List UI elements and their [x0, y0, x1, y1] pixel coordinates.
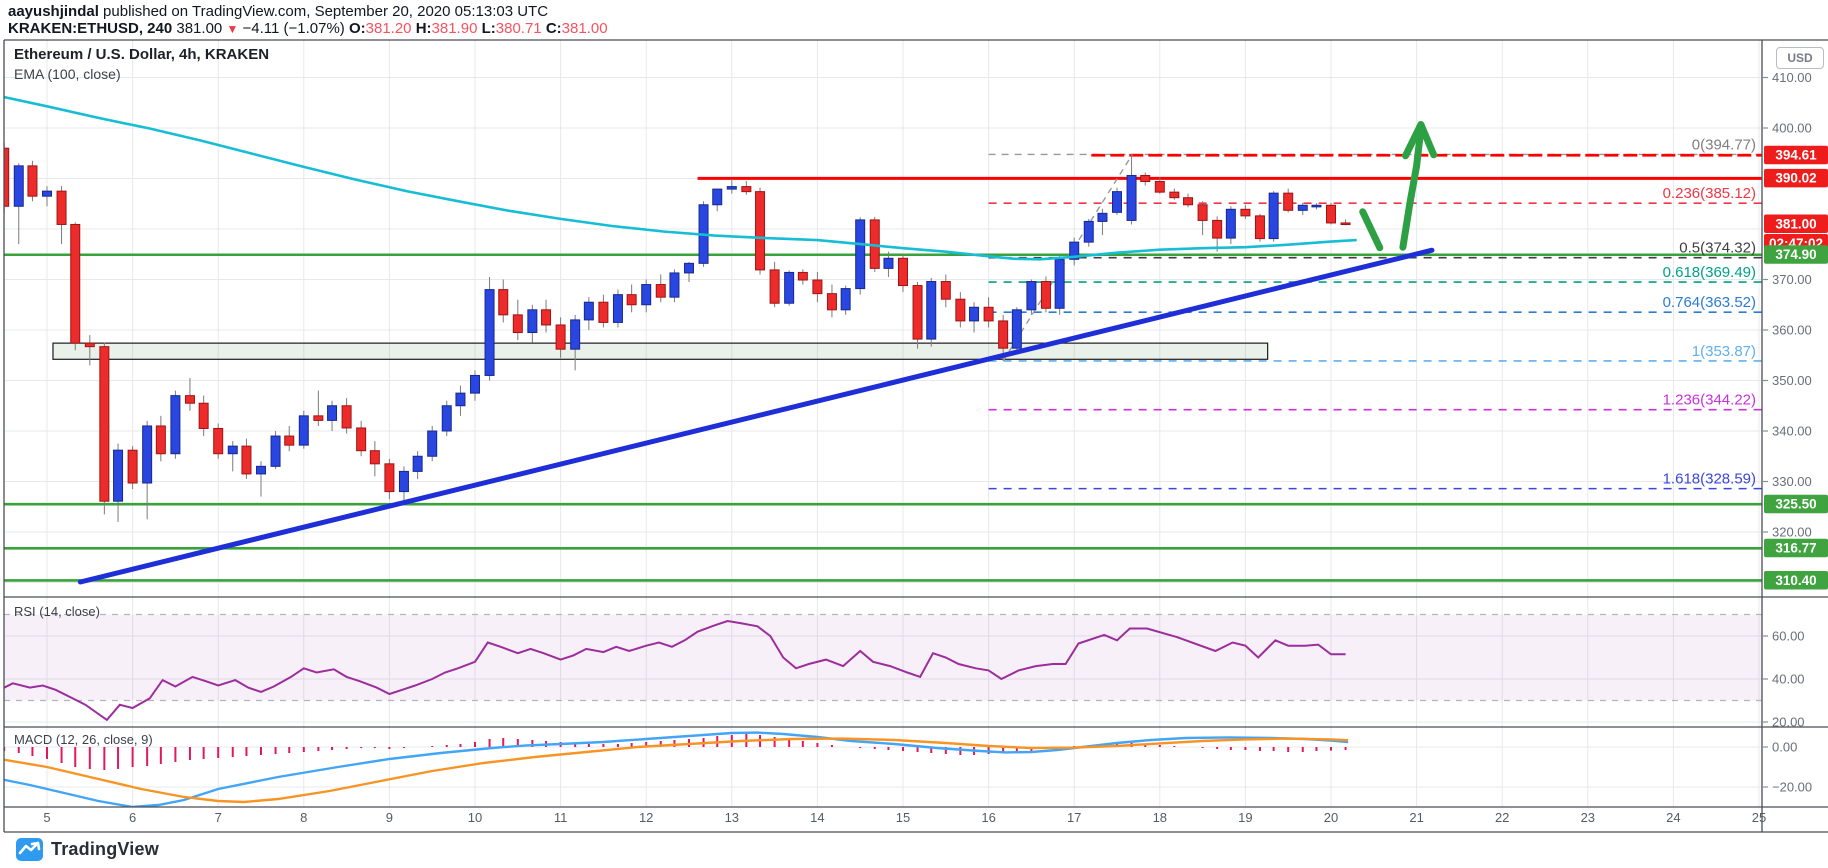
candlestick-layer: [4, 143, 1351, 522]
tradingview-logo-text: TradingView: [51, 839, 159, 859]
currency-unit-button[interactable]: USD: [1776, 47, 1824, 69]
price-change: −4.11 (−1.07%): [242, 20, 345, 37]
time-axis-label: 13: [725, 810, 739, 825]
price-axis-label: 350.00: [1772, 373, 1812, 388]
price-badge: 325.50: [1764, 494, 1828, 514]
fib-label: 1.236(344.22): [1663, 392, 1756, 409]
svg-text:310.40: 310.40: [1775, 573, 1816, 588]
ema-indicator-label: EMA (100, close): [14, 66, 121, 82]
rsi-band: [4, 613, 1762, 702]
price-badge: 390.02: [1764, 168, 1828, 188]
fib-label: 0.618(369.49): [1663, 264, 1756, 281]
fibonacci-levels: [988, 154, 1762, 490]
svg-text:325.50: 325.50: [1775, 497, 1816, 512]
open-value: 381.20: [365, 20, 412, 37]
chart-title: Ethereum / U.S. Dollar, 4h, KRAKEN: [14, 46, 270, 63]
rsi-axis-label: 20.00: [1772, 715, 1805, 730]
close-label: C:: [545, 20, 562, 37]
support-zone: [52, 342, 1269, 360]
low-value: 380.71: [495, 20, 542, 37]
price-badge: 381.00: [1764, 214, 1828, 233]
time-axis-label: 6: [129, 810, 136, 825]
time-axis-label: 9: [386, 810, 393, 825]
time-axis-label: 18: [1153, 810, 1167, 825]
time-axis-label: 22: [1495, 810, 1509, 825]
symbol-status-row: KRAKEN:ETHUSD, 240 381.00 ▼ −4.11 (−1.07…: [8, 20, 608, 37]
publish-info: aayushjindal published on TradingView.co…: [8, 3, 548, 20]
high-value: 381.90: [431, 20, 478, 37]
symbol-label: KRAKEN:ETHUSD, 240: [8, 20, 173, 37]
time-axis-label: 5: [43, 810, 50, 825]
svg-text:374.90: 374.90: [1775, 247, 1816, 262]
fib-label: 0(394.77): [1692, 136, 1756, 153]
trendline[interactable]: [77, 247, 1435, 585]
price-badge: 310.40: [1764, 570, 1828, 590]
price-axis-label: 320.00: [1772, 525, 1812, 540]
open-label: O:: [348, 20, 366, 37]
svg-text:316.77: 316.77: [1775, 541, 1816, 556]
time-axis-label: 12: [639, 810, 653, 825]
fib-label: 0.236(385.12): [1663, 185, 1756, 202]
rsi-axis-label: 60.00: [1772, 629, 1805, 644]
pane-separators: [3, 39, 1828, 833]
price-badge: 316.77: [1764, 538, 1828, 558]
last-price: 381.00: [176, 20, 223, 37]
price-axis[interactable]: 410.00 400.00 370.00 360.00 350.00 340.00 330.…: [1663, 70, 1828, 795]
time-axis-label: 10: [468, 810, 482, 825]
fib-label: 1.618(328.59): [1663, 471, 1756, 488]
time-axis[interactable]: 5 6 7 8 9 10 11 12 13 14 15 16 17 18 19 20 21 22 23 24 25: [43, 810, 1766, 825]
rsi-axis-label: 40.00: [1772, 672, 1805, 687]
ema-line: [4, 95, 1357, 261]
price-badge: 374.90: [1764, 245, 1828, 264]
macd-axis-label: 0.00: [1772, 740, 1797, 755]
svg-text:394.61: 394.61: [1775, 148, 1817, 163]
tradingview-logo-icon: [16, 838, 43, 861]
macd-axis-label: −20.00: [1772, 780, 1812, 795]
time-axis-label: 7: [215, 810, 222, 825]
time-axis-label: 20: [1324, 810, 1338, 825]
time-axis-label: 14: [810, 810, 824, 825]
rsi-indicator-label: RSI (14, close): [14, 604, 100, 619]
time-axis-label: 11: [554, 810, 568, 825]
publish-details: published on TradingView.com, September …: [98, 3, 549, 20]
high-label: H:: [415, 20, 432, 37]
time-axis-label: 17: [1067, 810, 1081, 825]
down-triangle-icon: ▼: [226, 22, 239, 36]
svg-text:381.00: 381.00: [1775, 216, 1816, 231]
time-axis-label: 16: [981, 810, 995, 825]
macd-layer: [4, 731, 1349, 807]
fib-label: 1(353.87): [1692, 343, 1756, 360]
price-axis-label: 400.00: [1772, 121, 1812, 136]
price-axis-label: 410.00: [1772, 70, 1812, 85]
time-axis-label: 8: [300, 810, 307, 825]
price-axis-label: 330.00: [1772, 474, 1812, 489]
low-label: L:: [481, 20, 496, 37]
author-name: aayushjindal: [8, 3, 99, 20]
time-axis-label: 23: [1581, 810, 1595, 825]
projection-arrow[interactable]: [1359, 121, 1438, 252]
time-axis-label: 15: [896, 810, 910, 825]
price-axis-label: 370.00: [1772, 272, 1812, 287]
fib-label: 0.764(363.52): [1663, 294, 1756, 311]
price-levels: [4, 153, 1762, 582]
rsi-line: [4, 619, 1346, 722]
time-axis-label: 21: [1409, 810, 1423, 825]
macd-indicator-label: MACD (12, 26, close, 9): [14, 732, 153, 747]
svg-text:390.02: 390.02: [1775, 171, 1816, 186]
price-axis-label: 340.00: [1772, 424, 1812, 439]
time-axis-label: 19: [1238, 810, 1252, 825]
price-badge: 394.61: [1764, 145, 1828, 165]
price-axis-label: 360.00: [1772, 323, 1812, 338]
fib-label: 0.5(374.32): [1679, 240, 1756, 257]
time-axis-label: 24: [1666, 810, 1680, 825]
tradingview-branding[interactable]: TradingView: [16, 838, 159, 861]
close-value: 381.00: [561, 20, 608, 37]
time-axis-label: 25: [1752, 810, 1766, 825]
